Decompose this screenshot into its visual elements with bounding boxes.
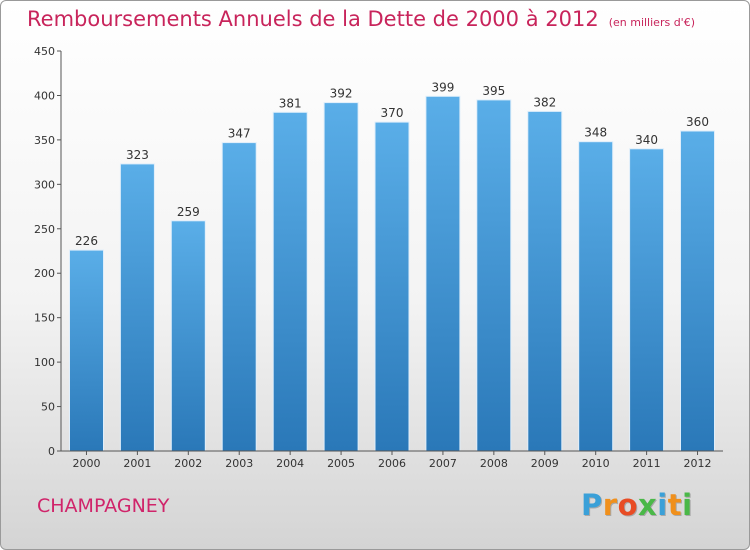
value-label-2006: 370 bbox=[381, 106, 404, 120]
x-tick-label-2010: 2010 bbox=[582, 457, 610, 470]
bar-2000 bbox=[69, 249, 104, 452]
bar-2008 bbox=[476, 99, 512, 452]
logo-letter-6: i bbox=[682, 488, 693, 522]
commune-name: CHAMPAGNEY bbox=[37, 495, 170, 517]
value-label-2004: 381 bbox=[279, 96, 302, 110]
x-tick-label-2006: 2006 bbox=[378, 457, 406, 470]
x-tick-label-2005: 2005 bbox=[327, 457, 355, 470]
x-tick-label-2002: 2002 bbox=[174, 457, 202, 470]
logo-letter-5: t bbox=[667, 488, 683, 522]
x-tick-label-2011: 2011 bbox=[633, 457, 661, 470]
value-label-2008: 395 bbox=[482, 84, 505, 98]
x-tick-label-2001: 2001 bbox=[123, 457, 151, 470]
bars-group: 226 323 259 347 381 392 370 399 395 382 348 340 360 bbox=[69, 80, 715, 452]
bar-2001 bbox=[119, 163, 155, 452]
y-tick-label-0: 0 bbox=[48, 445, 55, 458]
logo-letter-2: o bbox=[617, 488, 639, 522]
x-tick-label-2007: 2007 bbox=[429, 457, 457, 470]
value-label-2001: 323 bbox=[126, 148, 149, 162]
bar-2007 bbox=[425, 95, 461, 452]
bar-2003 bbox=[221, 142, 257, 452]
logo-letter-0: P bbox=[581, 488, 603, 522]
y-tick-label-100: 100 bbox=[34, 356, 55, 369]
value-label-2002: 259 bbox=[177, 205, 200, 219]
y-tick-label-350: 350 bbox=[34, 134, 55, 147]
x-tick-label-2009: 2009 bbox=[531, 457, 559, 470]
y-tick-label-400: 400 bbox=[34, 89, 55, 102]
value-label-2009: 382 bbox=[533, 95, 556, 109]
bar-2004 bbox=[272, 111, 308, 452]
bar-2005 bbox=[323, 102, 359, 452]
logo-letter-1: r bbox=[602, 488, 618, 522]
chart-title-text: Remboursements Annuels de la Dette de 20… bbox=[27, 7, 599, 31]
x-tick-label-2003: 2003 bbox=[225, 457, 253, 470]
value-label-2011: 340 bbox=[635, 133, 658, 147]
x-tick-label-2012: 2012 bbox=[684, 457, 712, 470]
y-tick-label-300: 300 bbox=[34, 178, 55, 191]
y-tick-label-450: 450 bbox=[34, 45, 55, 58]
chart-title: Remboursements Annuels de la Dette de 20… bbox=[27, 7, 695, 31]
value-label-2003: 347 bbox=[228, 127, 251, 141]
logo-letter-3: x bbox=[638, 488, 658, 522]
y-tick-label-200: 200 bbox=[34, 267, 55, 280]
x-tick-label-2004: 2004 bbox=[276, 457, 304, 470]
y-tick-label-50: 50 bbox=[41, 401, 55, 414]
value-label-2012: 360 bbox=[686, 115, 709, 129]
axes-group: 0 50 100 150 200 250 300 350 400 450 2000 2001 2002 2… bbox=[34, 45, 723, 470]
y-tick-label-250: 250 bbox=[34, 223, 55, 236]
chart-unit: (en milliers d'€) bbox=[608, 16, 695, 29]
bar-2002 bbox=[170, 220, 206, 452]
value-label-2000: 226 bbox=[75, 234, 98, 248]
bar-2012 bbox=[680, 130, 715, 452]
value-label-2007: 399 bbox=[431, 80, 454, 94]
bar-2010 bbox=[578, 141, 614, 452]
proxiti-logo: Proxiti bbox=[581, 488, 693, 522]
bar-2011 bbox=[629, 148, 665, 452]
y-tick-label-150: 150 bbox=[34, 312, 55, 325]
x-tick-label-2000: 2000 bbox=[72, 457, 100, 470]
logo-letter-4: i bbox=[657, 488, 668, 522]
bar-2006 bbox=[374, 121, 410, 452]
bar-2009 bbox=[527, 110, 563, 452]
value-label-2005: 392 bbox=[330, 87, 353, 101]
value-label-2010: 348 bbox=[584, 126, 607, 140]
x-tick-label-2008: 2008 bbox=[480, 457, 508, 470]
